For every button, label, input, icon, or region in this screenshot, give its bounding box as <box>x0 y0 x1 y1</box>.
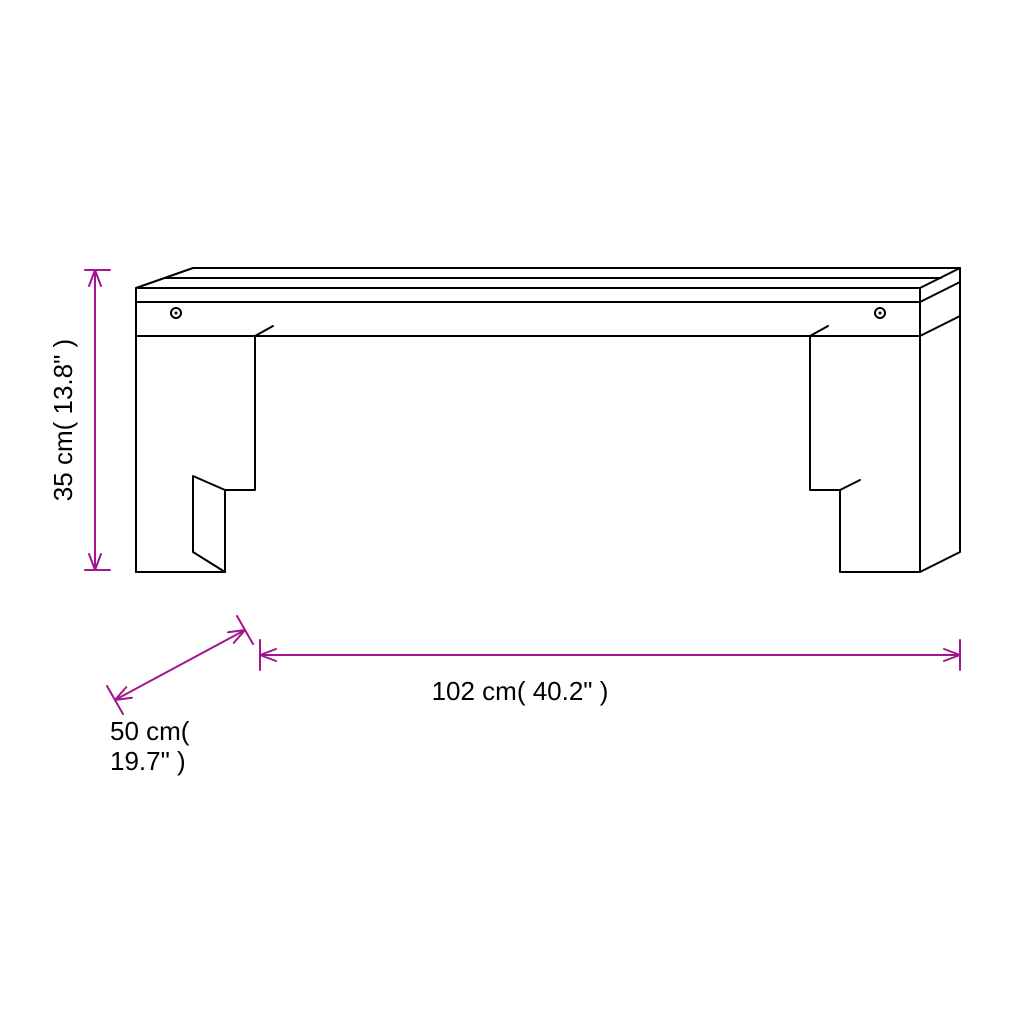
product-drawing <box>171 308 885 318</box>
dim-depth-label: 50 cm( <box>110 716 190 746</box>
svg-text:19.7" ): 19.7" ) <box>110 746 186 776</box>
dim-width-label: 102 cm( 40.2" ) <box>432 676 609 706</box>
dim-height-label: 35 cm( 13.8" ) <box>48 339 78 501</box>
dimension-diagram: 35 cm( 13.8" ) 102 cm( 40.2" ) 50 cm(19.7"… <box>0 0 1024 1024</box>
